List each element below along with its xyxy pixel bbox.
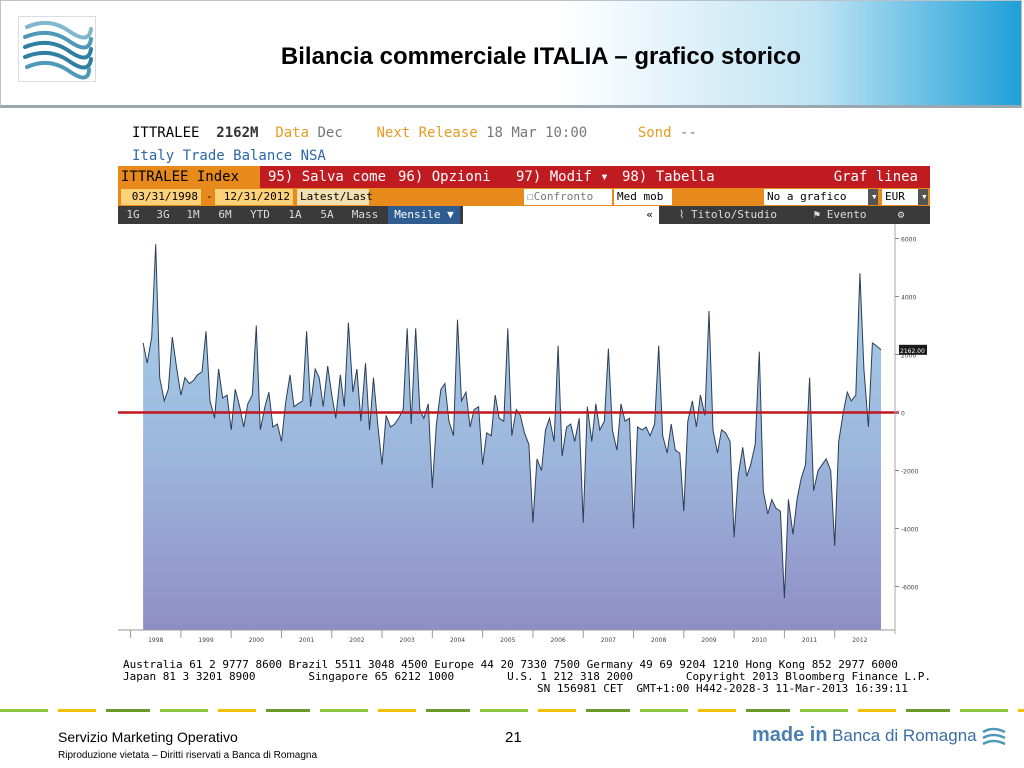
save-as-button[interactable]: 95) Salva come	[268, 169, 387, 185]
footer-copyright: Riproduzione vietata – Diritti riservati…	[58, 750, 318, 761]
x-tick-label: 2002	[349, 637, 364, 644]
modify-menu[interactable]: 97) Modif ▾	[508, 166, 616, 188]
ticker-value: 2162M	[216, 125, 259, 141]
x-tick-label: 2000	[249, 637, 264, 644]
x-tick-label: 2003	[400, 637, 415, 644]
compare-checkbox[interactable]: ☐Confronto	[524, 189, 612, 205]
chevron-down-icon[interactable]: ▾	[918, 189, 928, 205]
checkbox-icon: ☐	[527, 190, 534, 203]
index-field[interactable]: ITTRALEE Index	[118, 166, 260, 188]
x-tick-label: 1999	[198, 637, 213, 644]
x-tick-label: 2001	[299, 637, 314, 644]
period-3g[interactable]: 3G	[156, 208, 170, 221]
chevron-down-icon[interactable]: ▾	[868, 189, 878, 205]
sond-value: --	[679, 125, 697, 141]
series-area	[143, 244, 882, 631]
wave-logo-icon	[982, 727, 1006, 745]
x-tick-label: 2006	[550, 637, 565, 644]
y-tick-label: 2000	[901, 353, 916, 360]
security-subtitle: Italy Trade Balance NSA	[132, 148, 326, 164]
y-tick-label: -4000	[901, 527, 919, 534]
brand-made-in: made in	[752, 724, 828, 746]
period-ytd[interactable]: YTD	[250, 208, 270, 221]
period-max[interactable]: Mass	[351, 208, 379, 221]
last-value-label: 2162.00	[900, 348, 925, 355]
latest-last-select[interactable]: Latest/Last	[297, 189, 373, 205]
ticker-row: ITTRALEE 2162M Data Dec Next Release 18 …	[132, 125, 697, 141]
footer-decoration	[0, 709, 1024, 712]
start-date-input[interactable]: 03/31/1998	[121, 189, 201, 205]
company-logo-icon	[18, 16, 96, 82]
x-tick-label: 2011	[802, 637, 817, 644]
x-tick-label: 2007	[601, 637, 616, 644]
series-line	[142, 244, 882, 599]
y-tick-label: -6000	[901, 585, 919, 592]
event-button[interactable]: ⚑ Evento	[798, 206, 882, 224]
period-6m[interactable]: 6M	[218, 208, 232, 221]
event-label: Evento	[826, 208, 867, 221]
command-toolbar: ITTRALEE Index 95) Salva come 96) Opzion…	[118, 166, 930, 207]
frequency-select[interactable]: Mensile ▼	[388, 206, 460, 224]
footer-line-2: Japan 81 3 3201 8900 Singapore 65 6212 1…	[123, 670, 931, 683]
slide-title: Bilancia commerciale ITALIA – grafico st…	[280, 43, 802, 70]
x-tick-label: 2008	[651, 637, 666, 644]
next-release-label: Next Release	[376, 125, 478, 141]
sond-label: Sond	[637, 125, 672, 141]
footer-line-1: Australia 61 2 9777 8600 Brazil 5511 304…	[123, 658, 898, 671]
currency-select[interactable]: EUR	[882, 189, 918, 205]
compare-label: Confronto	[533, 190, 594, 203]
moving-average-select[interactable]: Med mob	[614, 189, 672, 205]
data-value: Dec	[317, 125, 343, 141]
bloomberg-terminal: ITTRALEE 2162M Data Dec Next Release 18 …	[118, 118, 931, 696]
lower-graph-select[interactable]: No a grafico infe	[764, 189, 868, 219]
end-date-input[interactable]: 12/31/2012	[215, 189, 293, 205]
period-1m[interactable]: 1M	[186, 208, 200, 221]
period-1g[interactable]: 1G	[126, 208, 140, 221]
period-5a[interactable]: 5A	[320, 208, 334, 221]
brand-logo: made in Banca di Romagna	[752, 724, 1007, 754]
brand-name: Banca di Romagna	[832, 726, 977, 745]
trade-balance-chart: 6000 4000 2000 0 -2000 -4000 -6000 2162.00 1998 1…	[118, 224, 927, 644]
x-tick-label: 2012	[852, 637, 867, 644]
title-study-button[interactable]: ⌇ Titolo/Studio	[670, 206, 786, 224]
table-button[interactable]: 98) Tabella	[622, 169, 715, 185]
options-label: 96) Opzioni	[398, 169, 491, 185]
gear-icon[interactable]: ⚙	[897, 208, 905, 221]
ticker-symbol: ITTRALEE	[132, 125, 200, 141]
x-tick-label: 2010	[752, 637, 767, 644]
last-value-badge	[899, 344, 927, 355]
page-number: 21	[505, 729, 522, 746]
line-chart-button[interactable]: Graf linea	[833, 169, 918, 185]
y-tick-label: 6000	[901, 237, 916, 244]
data-label: Data	[275, 125, 310, 141]
y-tick-label: 4000	[901, 295, 916, 302]
modify-label: 97) Modif	[516, 169, 592, 185]
flag-icon: ⚑	[813, 208, 821, 221]
footer-department: Servizio Marketing Operativo	[58, 729, 238, 745]
y-tick-label: -2000	[901, 469, 919, 476]
study-icon: ⌇	[678, 208, 685, 221]
chevron-down-icon: ▾	[600, 169, 609, 185]
x-tick-label: 1998	[148, 637, 163, 644]
next-release-value: 18 Mar 10:00	[486, 125, 588, 141]
options-menu[interactable]: 96) Opzioni ▾	[394, 166, 502, 207]
slide-header: Bilancia commerciale ITALIA – grafico st…	[0, 0, 1022, 108]
bloomberg-footer: Australia 61 2 9777 8600 Brazil 5511 304…	[123, 659, 931, 695]
x-tick-label: 2009	[701, 637, 716, 644]
x-tick-label: 2005	[500, 637, 515, 644]
footer-line-3: SN 156981 CET GMT+1:00 H442-2028-3 11-Ma…	[537, 682, 908, 695]
title-study-label: Titolo/Studio	[690, 208, 778, 221]
period-1a[interactable]: 1A	[288, 208, 302, 221]
date-separator: -	[206, 190, 213, 203]
x-tick-label: 2004	[450, 637, 465, 644]
period-toolbar: 1G 3G 1M 6M YTD 1A 5A Mass Mensile ▼ « ⌇…	[118, 206, 930, 224]
collapse-button[interactable]: «	[463, 206, 659, 224]
y-tick-label: 0	[901, 411, 905, 418]
date-range-toolbar: 03/31/1998 - 12/31/2012 Latest/Last ☐Con…	[118, 188, 930, 219]
